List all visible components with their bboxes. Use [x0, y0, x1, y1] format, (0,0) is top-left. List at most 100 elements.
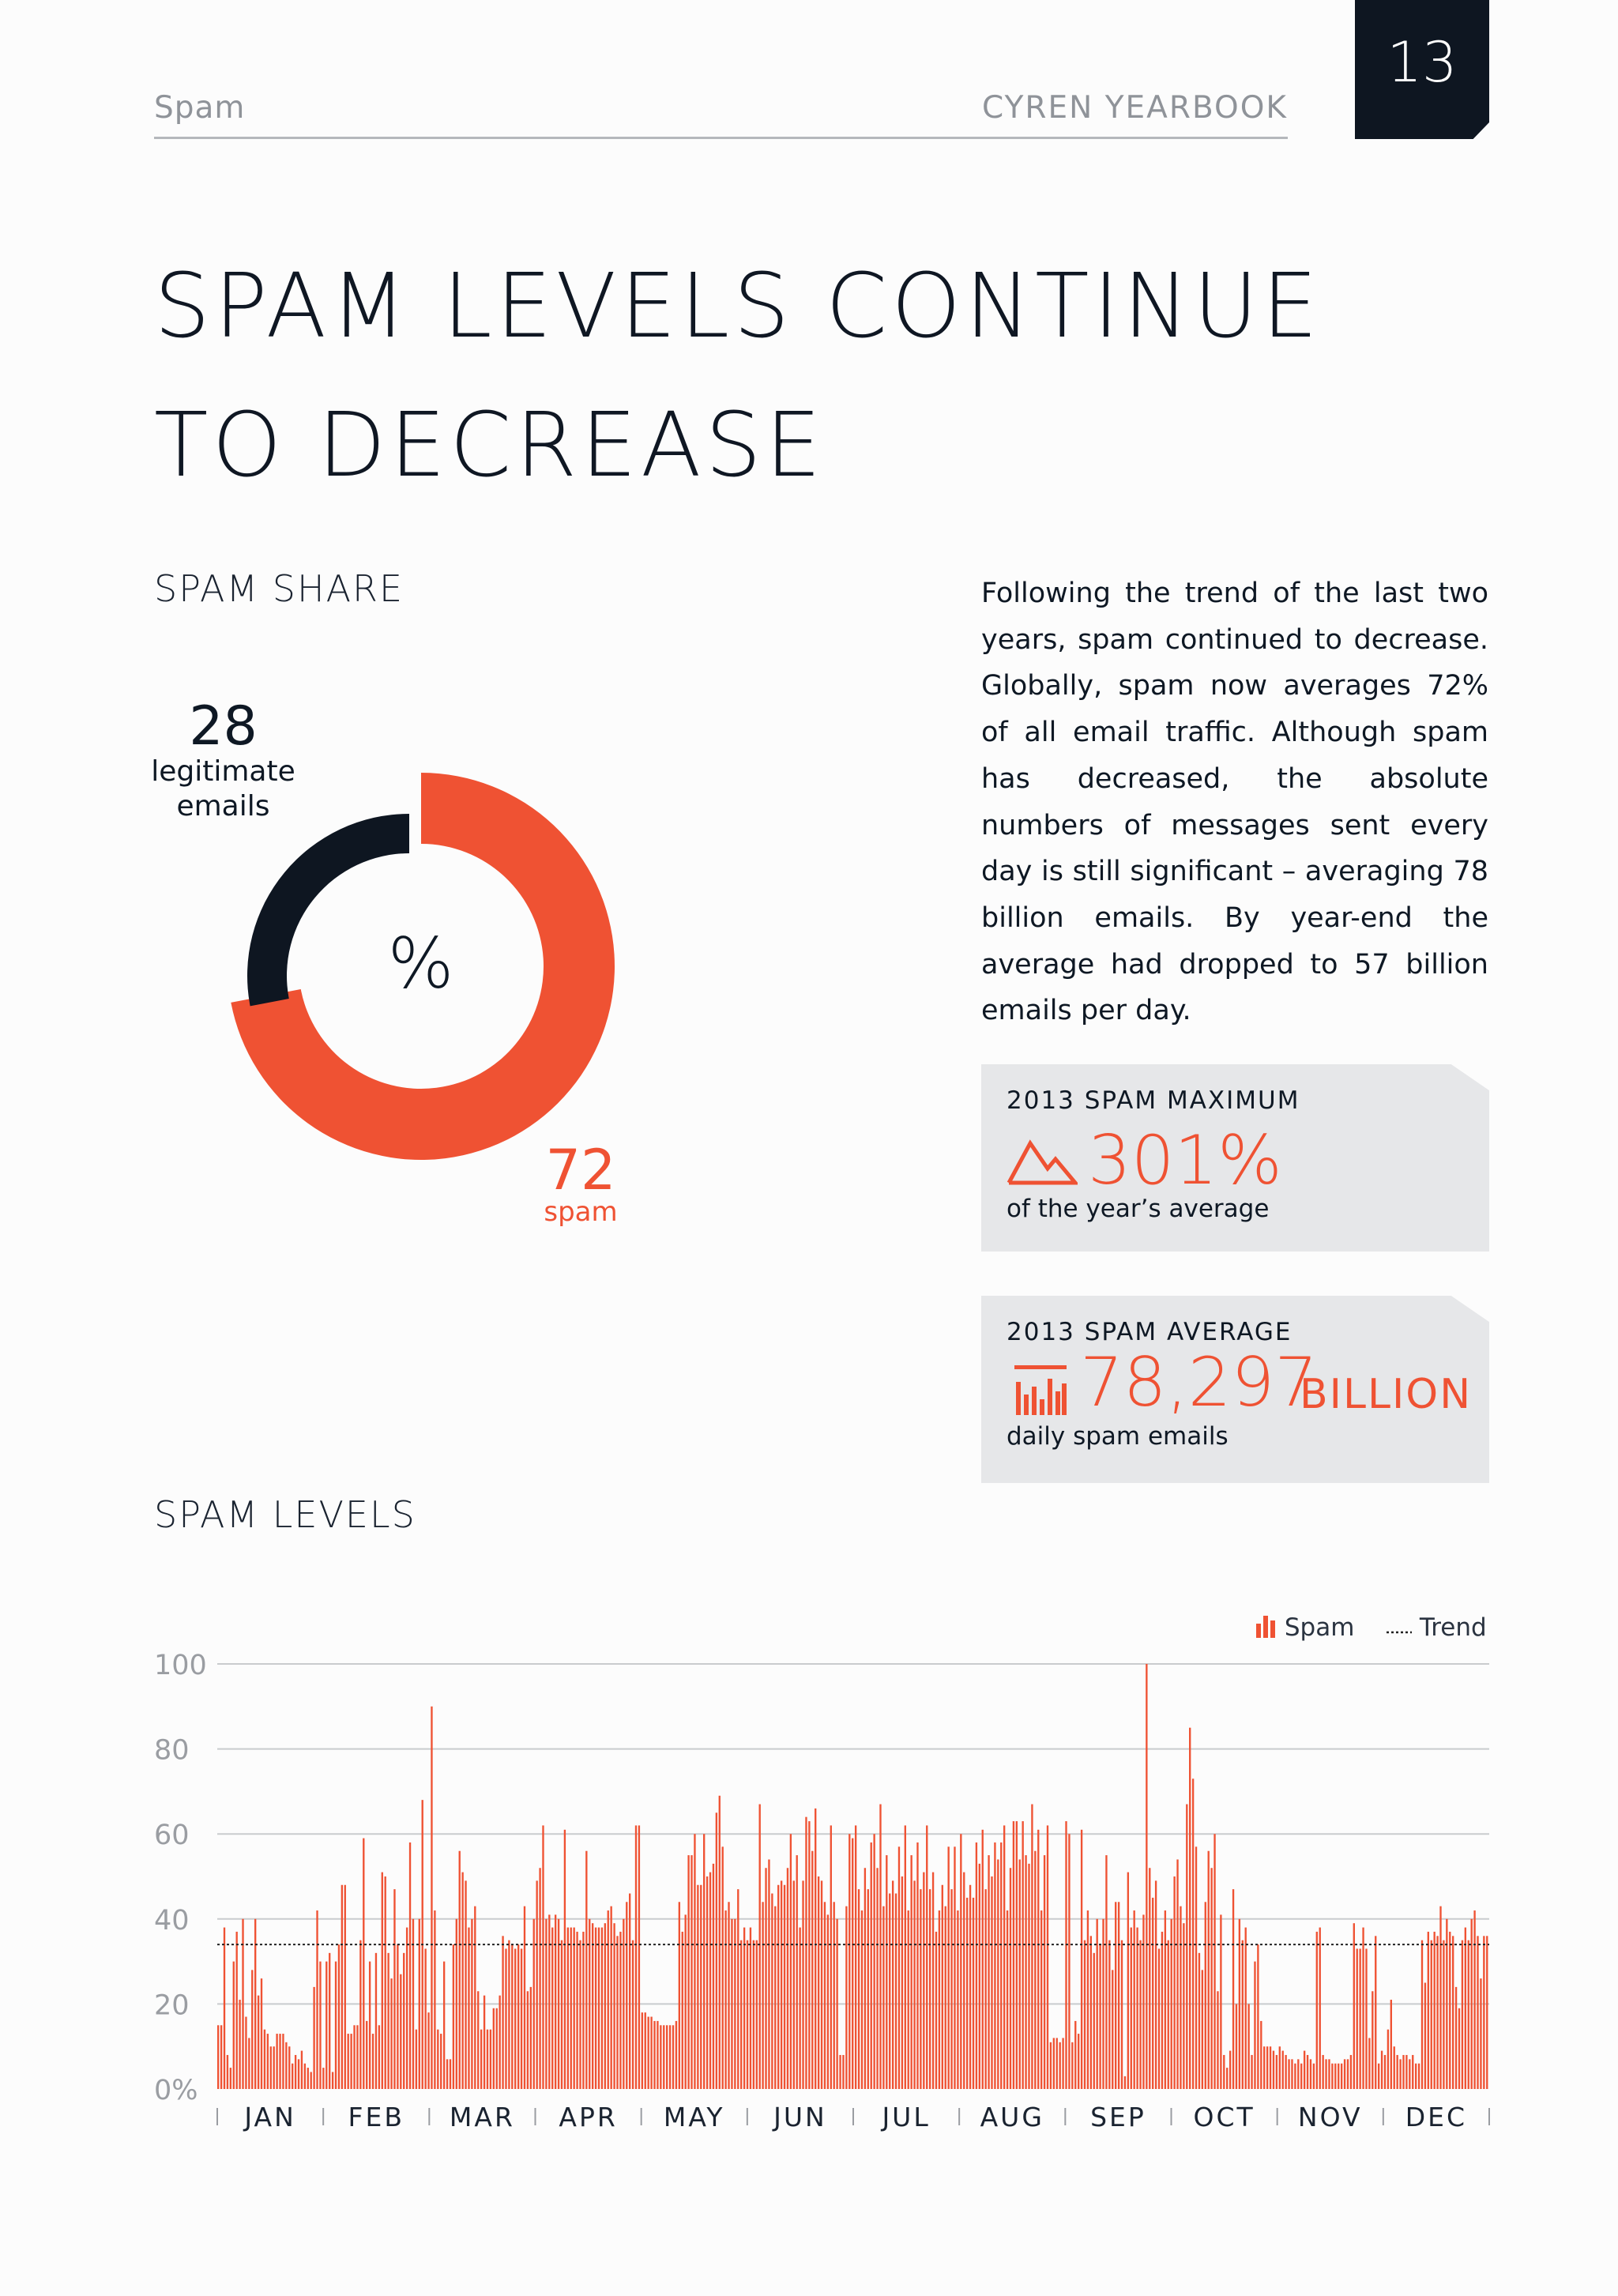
chart-bar: [591, 1923, 594, 2089]
chart-bar: [1229, 2050, 1232, 2089]
chart-bar: [536, 1880, 538, 2089]
chart-bar: [1093, 1952, 1095, 2089]
chart-bar: [889, 1893, 891, 2089]
chart-bar: [1315, 1931, 1318, 2089]
chart-bar: [480, 2029, 483, 2089]
chart-bar: [604, 1923, 607, 2089]
chart-bar: [331, 2072, 334, 2089]
chart-bar: [1022, 1821, 1024, 2089]
legend-bar-icon: [1256, 1616, 1275, 1638]
chart-bar: [1142, 1914, 1145, 2089]
chart-bar: [589, 1918, 591, 2089]
chart-bar: [728, 1902, 730, 2089]
chart-bar: [1238, 1918, 1241, 2089]
chart-bar: [647, 2016, 649, 2089]
chart-bars: [217, 1664, 1488, 2089]
chart-bar: [1049, 2042, 1052, 2089]
chart-bar: [1278, 2046, 1281, 2089]
chart-bar: [458, 1850, 461, 2089]
chart-bar: [303, 2063, 307, 2089]
chart-bar: [684, 1914, 687, 2089]
chart-bar: [381, 1872, 383, 2089]
chart-bar: [852, 1838, 854, 2089]
chart-bar: [1251, 2054, 1253, 2089]
chart-bar: [292, 2063, 294, 2089]
chart-bar: [557, 1918, 560, 2089]
chart-bar: [1074, 2020, 1077, 2089]
chart-bar: [505, 1948, 507, 2089]
chart-bar: [1062, 2038, 1064, 2089]
chart-bar: [1096, 1918, 1098, 2089]
chart-bar: [325, 1961, 328, 2089]
chart-bar: [690, 1855, 693, 2089]
chart-bar: [1409, 2059, 1411, 2089]
chart-bar: [815, 1808, 817, 2089]
chart-bar: [405, 1927, 408, 2089]
chart-bar: [1226, 2068, 1229, 2089]
chart-bar: [1157, 1948, 1161, 2089]
chart-bar: [446, 2059, 449, 2089]
chart-bar: [523, 1906, 526, 2089]
chart-bar: [1244, 1927, 1247, 2089]
chart-bar: [1207, 1850, 1210, 2089]
chart-bar: [529, 1986, 532, 2089]
chart-bar: [969, 1884, 972, 2089]
intro-paragraph: Following the trend of the last two year…: [981, 578, 1488, 1027]
chart-bar: [1477, 1936, 1479, 2089]
chart-bar: [570, 1927, 572, 2089]
chart-bar: [1012, 1821, 1015, 2089]
chart-bar: [1300, 2063, 1303, 2089]
chart-bar: [777, 1884, 780, 2089]
chart-bar: [1281, 2050, 1284, 2089]
chart-bar: [854, 1825, 857, 2089]
chart-bar: [879, 1804, 882, 2089]
section-label: Spam: [154, 90, 246, 126]
chart-bar: [1164, 1910, 1167, 2089]
chart-bar: [1180, 1906, 1182, 2089]
chart-bar: [1402, 2054, 1405, 2089]
chart-bar: [1055, 2038, 1058, 2089]
chart-bar: [1136, 1927, 1138, 2089]
chart-bar: [681, 1931, 683, 2089]
chart-bar: [1105, 1855, 1108, 2089]
chart-bar: [988, 1855, 990, 2089]
chart-bar: [489, 2029, 492, 2089]
chart-bar: [403, 1952, 405, 2089]
chart-bar: [1115, 1902, 1117, 2089]
chart-bar: [1232, 1889, 1235, 2089]
chart-bar: [1439, 1906, 1442, 2089]
chart-bar: [397, 1944, 399, 2089]
chart-bar: [687, 1855, 690, 2089]
chart-bar: [870, 1842, 872, 2089]
chart-bar: [631, 1940, 634, 2089]
chart-bar: [461, 1872, 464, 2089]
chart-bar: [1018, 1859, 1021, 2089]
chart-bar: [833, 1902, 835, 2089]
chart-bar: [1430, 1940, 1432, 2089]
chart-bar: [1338, 2063, 1340, 2089]
chart-bar: [634, 1825, 638, 2089]
page-title-line-1: SPAM LEVELS CONTINUE: [154, 255, 1323, 358]
chart-bar: [1480, 1978, 1482, 2089]
chart-bar: [796, 1855, 798, 2089]
chart-bar: [715, 1812, 718, 2089]
chart-bar: [1396, 2054, 1398, 2089]
chart-bar: [774, 1906, 777, 2089]
chart-bar: [1346, 2059, 1349, 2089]
chart-bar: [1414, 2063, 1417, 2089]
chart-bar: [1288, 2059, 1290, 2089]
chart-bar: [1235, 2004, 1238, 2089]
chart-bar: [1015, 1821, 1018, 2089]
donut-slice-legitimate: [247, 814, 409, 1007]
chart-bar: [483, 1995, 486, 2089]
chart-bar: [374, 1952, 378, 2089]
chart-bar: [279, 2034, 281, 2089]
chart-bar: [1451, 1936, 1454, 2089]
chart-bar: [337, 1944, 341, 2089]
chart-bar: [965, 1897, 969, 2089]
chart-x-axis: JAN FEB MAR APR MAY JUN JUL AUG SEP OCT NOV DEC: [216, 2102, 1490, 2132]
chart-bar: [353, 2025, 356, 2089]
chart-bar: [1210, 1868, 1213, 2089]
chart-bar: [758, 1804, 761, 2089]
chart-bar: [539, 1868, 541, 2089]
